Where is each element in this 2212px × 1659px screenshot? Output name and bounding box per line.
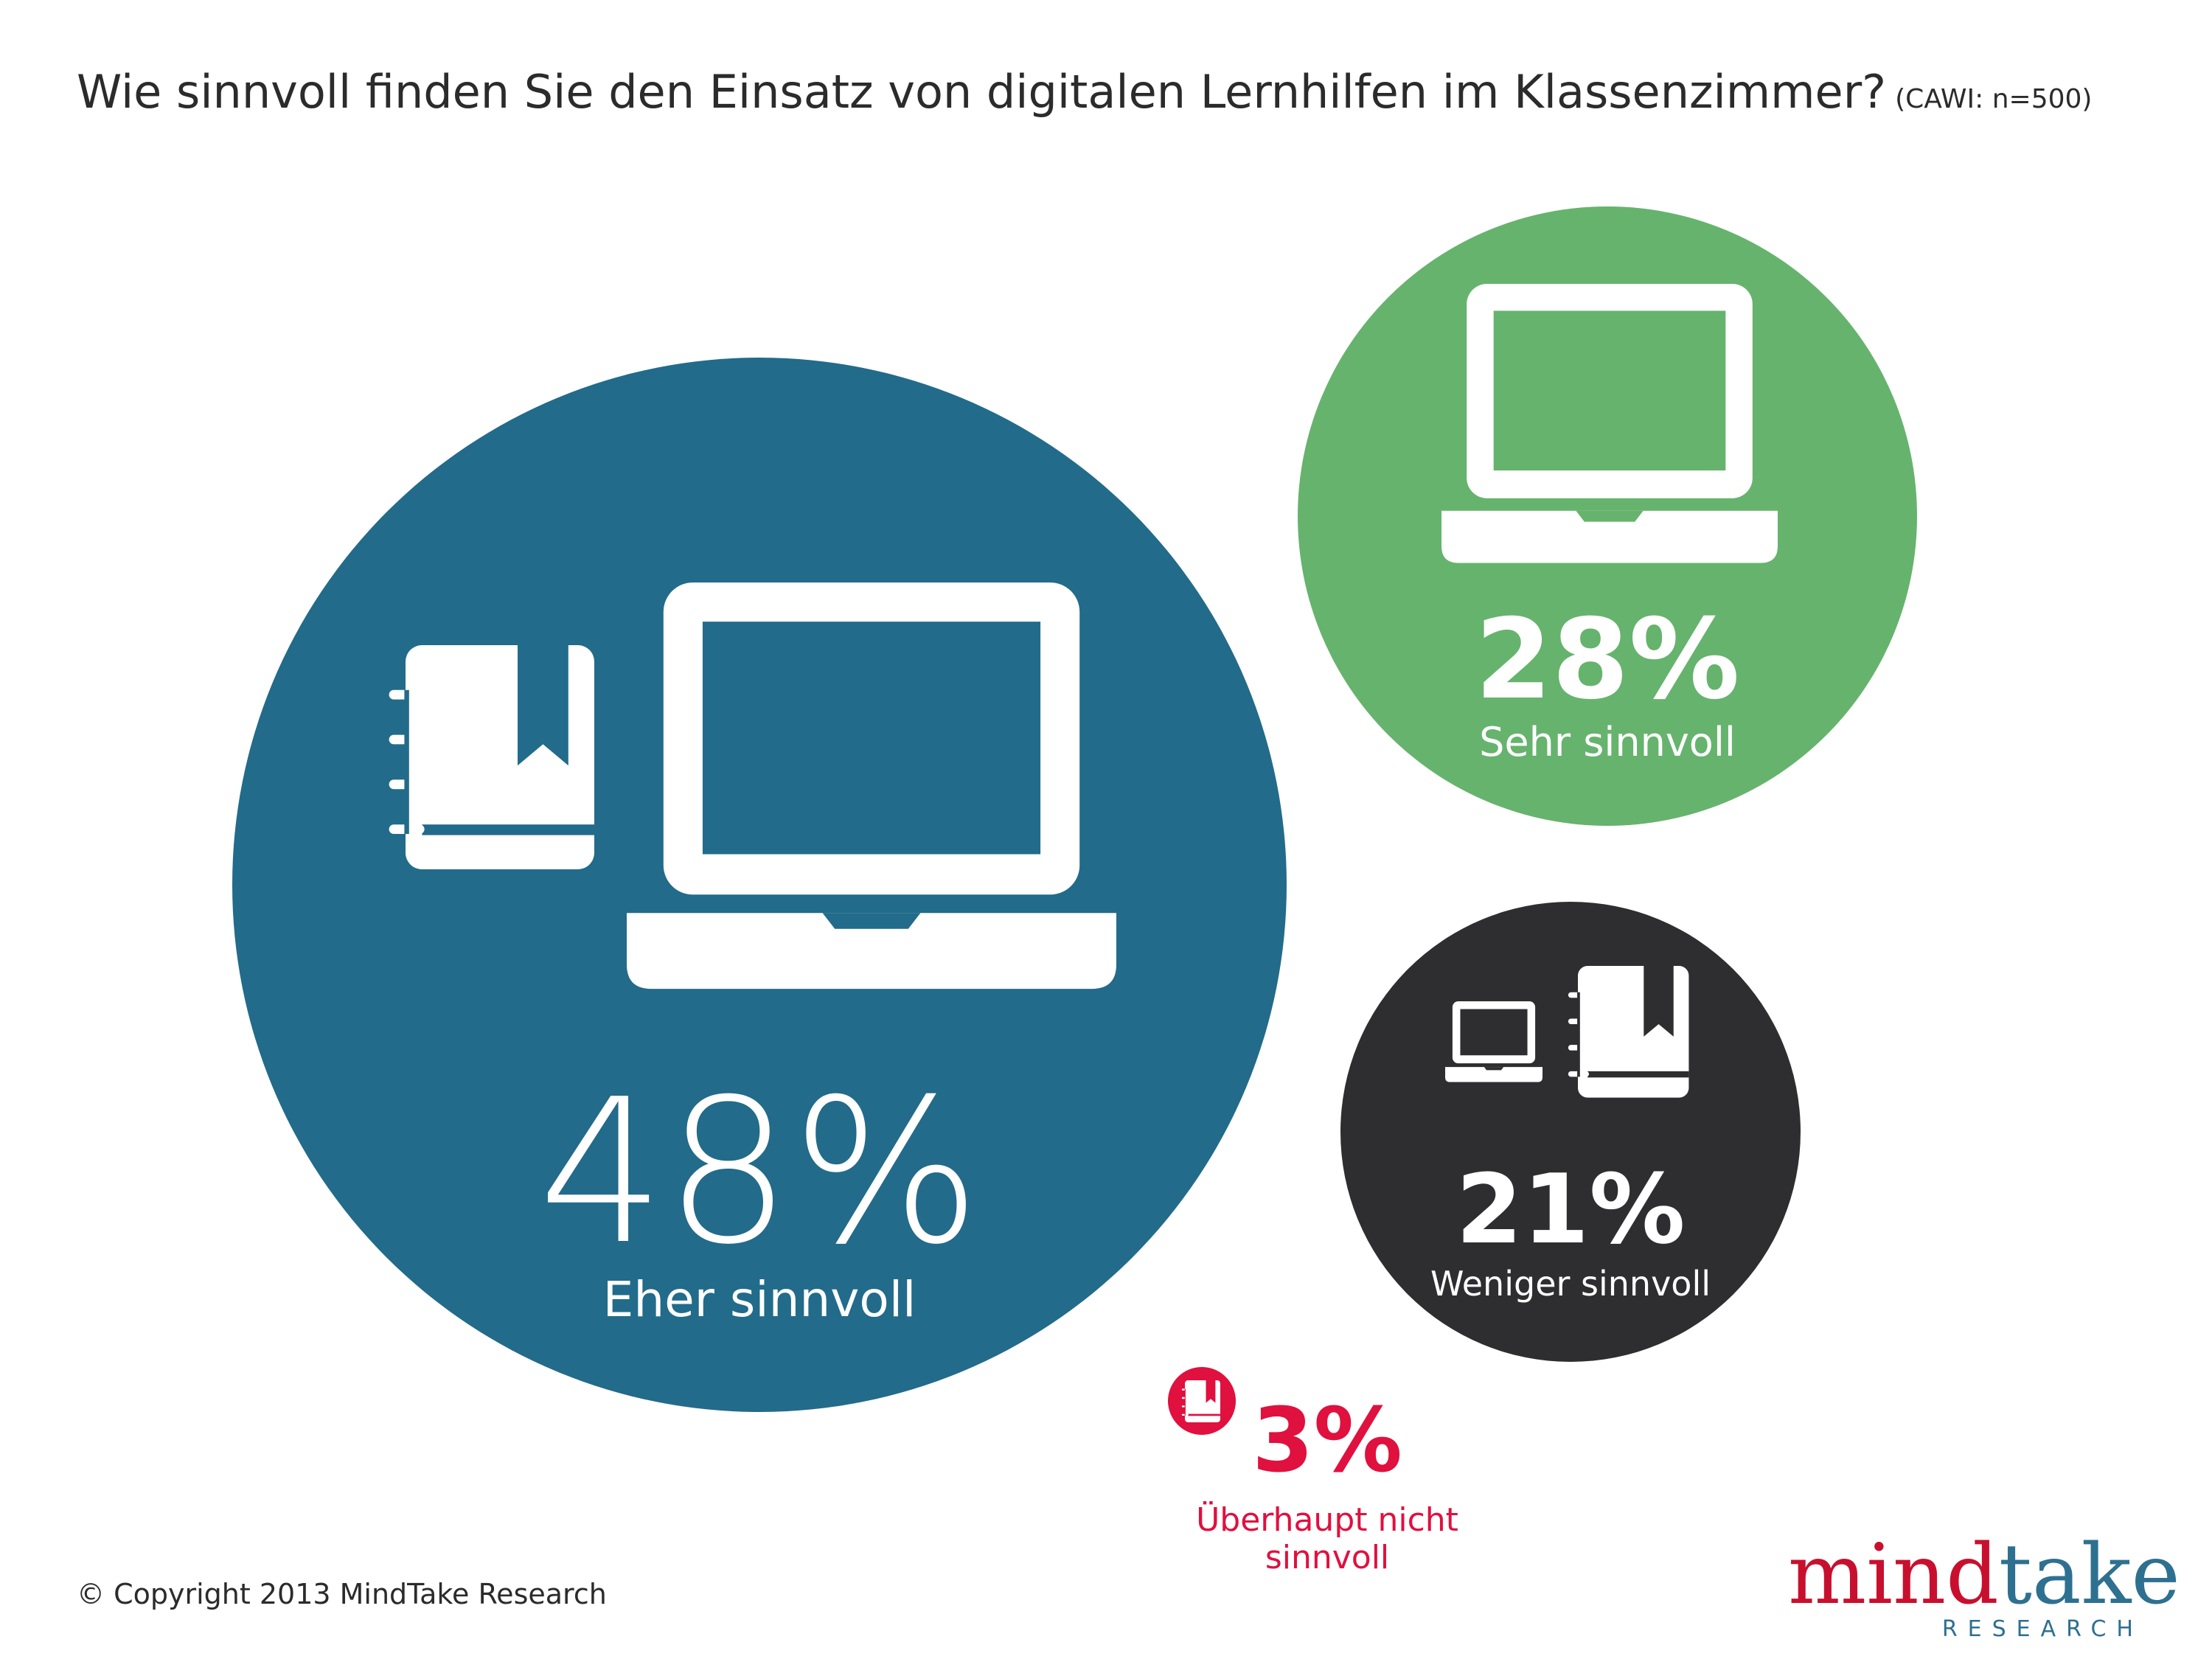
laptop-icon <box>1441 284 1778 563</box>
logo-part-mind: mind <box>1788 1527 1999 1623</box>
category-label: Überhaupt nicht sinnvoll <box>1196 1501 1458 1576</box>
laptop-icon <box>627 582 1116 990</box>
logo-wordmark: mindtake <box>1788 1534 2180 1616</box>
label-eher-sinnvoll: 48% Eher sinnvoll <box>501 1073 1018 1328</box>
book-icon <box>389 645 594 869</box>
value-label: 48% <box>538 1056 981 1288</box>
laptop-icon <box>1445 1001 1543 1082</box>
label-weniger-sinnvoll: 21% Weniger sinnvoll <box>1386 1161 1755 1304</box>
bubble-sehr-sinnvoll <box>1298 206 1917 826</box>
logo-part-take: take <box>1998 1527 2180 1623</box>
category-label: Weniger sinnvoll <box>1430 1264 1711 1304</box>
category-label: Sehr sinnvoll <box>1479 719 1736 765</box>
bubble-eher-sinnvoll <box>232 358 1287 1412</box>
label-sehr-sinnvoll: 28% Sehr sinnvoll <box>1423 605 1792 765</box>
value-label: 21% <box>1455 1153 1686 1265</box>
label-ueberhaupt-nicht-sinnvoll: 3% Überhaupt nicht sinnvoll <box>1180 1397 1475 1576</box>
bubble-weniger-sinnvoll <box>1340 902 1801 1362</box>
bubble-ueberhaupt-nicht-sinnvoll <box>1168 1367 1236 1435</box>
value-label: 3% <box>1252 1390 1402 1492</box>
copyright-text: © Copyright 2013 MindTake Research <box>77 1578 607 1610</box>
mindtake-logo: mindtake RESEARCH <box>1788 1534 2180 1642</box>
book-icon <box>1568 966 1689 1098</box>
sample-note: (CAWI: n=500) <box>1895 84 2093 114</box>
logo-subtitle: RESEARCH <box>1941 1616 2143 1642</box>
chart-title-row: Wie sinnvoll finden Sie den Einsatz von … <box>77 65 2092 119</box>
category-label: Eher sinnvoll <box>602 1271 917 1328</box>
value-label: 28% <box>1475 596 1740 724</box>
chart-title: Wie sinnvoll finden Sie den Einsatz von … <box>77 65 1887 119</box>
